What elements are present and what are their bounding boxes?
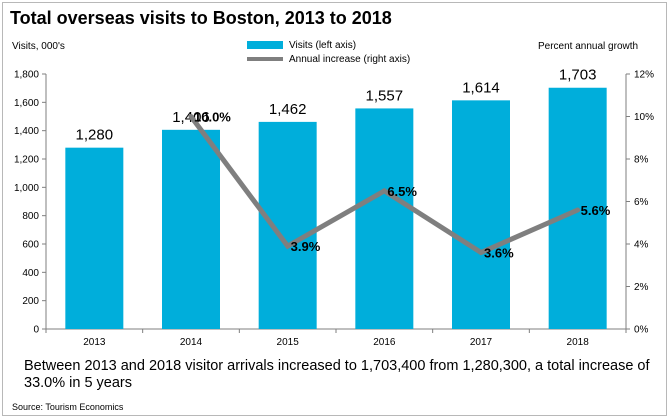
left-axis-tick-label: 1,200 [14,155,39,166]
bar-value-label: 1,703 [559,67,597,84]
chart-caption: Between 2013 and 2018 visitor arrivals i… [24,358,650,391]
left-axis-tick-label: 800 [22,211,39,222]
legend: Visits (left axis) Annual increase (righ… [247,38,410,66]
right-axis-tick-label: 6% [634,197,649,208]
line-value-label: 5.6% [581,203,611,218]
bar-2014 [162,129,220,329]
x-axis-tick-label: 2016 [373,337,396,348]
x-axis-tick-label: 2018 [567,337,590,348]
left-axis-tick-label: 1,600 [14,98,39,109]
line-point-2014 [188,114,194,119]
bar-value-label: 1,280 [76,127,114,144]
bar-2017 [452,100,510,329]
left-axis-tick-label: 200 [22,296,39,307]
legend-item-line: Annual increase (right axis) [247,52,410,66]
left-axis-tick-label: 1,400 [14,126,39,137]
line-point-2016 [381,188,387,194]
bar-value-label: 1,557 [366,87,404,104]
legend-item-bars: Visits (left axis) [247,38,410,52]
left-axis-tick-label: 600 [22,240,39,251]
legend-bar-swatch [247,41,283,49]
legend-line-swatch [247,57,283,61]
combo-chart: 0 200 400 600 800 1,000 1,200 1,400 1,600 1,800 0%… [14,67,654,348]
left-axis-unit: Visits, 000's [12,41,65,52]
line-point-2015 [285,243,291,249]
source-note: Source: Tourism Economics [12,402,124,412]
line-point-2018 [575,207,581,213]
left-axis-tick-label: 400 [22,268,39,279]
bar-2016 [355,108,414,329]
line-value-label: 10.0% [194,110,231,125]
left-axis-tick-label: 1,800 [14,70,39,81]
right-axis-tick-label: 4% [634,240,649,251]
legend-bar-label: Visits (left axis) [289,39,357,51]
bar-value-label: 1,614 [462,79,500,96]
left-axis-tick-label: 1,000 [14,183,39,194]
left-axis-tick-label: 0 [33,325,39,336]
line-value-label: 3.9% [291,239,321,254]
line-point-2017 [478,250,484,255]
right-axis-tick-label: 10% [634,112,654,123]
right-axis-tick-label: 2% [634,282,649,293]
chart-title: Total overseas visits to Boston, 2013 to… [10,8,392,28]
right-axis-tick-label: 8% [634,155,649,166]
bar-value-label: 1,462 [269,101,307,118]
legend-line-label: Annual increase (right axis) [289,53,411,65]
right-axis-unit: Percent annual growth [538,41,639,52]
bar-2013 [65,147,124,329]
x-axis-tick-label: 2015 [277,337,300,348]
x-axis-tick-label: 2014 [180,337,203,348]
line-value-label: 3.6% [484,246,514,261]
right-axis-tick-label: 0% [634,325,649,336]
line-value-label: 6.5% [387,184,417,199]
x-axis-tick-label: 2017 [470,337,493,348]
x-axis-tick-label: 2013 [83,337,106,348]
right-axis-tick-label: 12% [634,70,654,81]
bar-2015 [258,121,317,329]
